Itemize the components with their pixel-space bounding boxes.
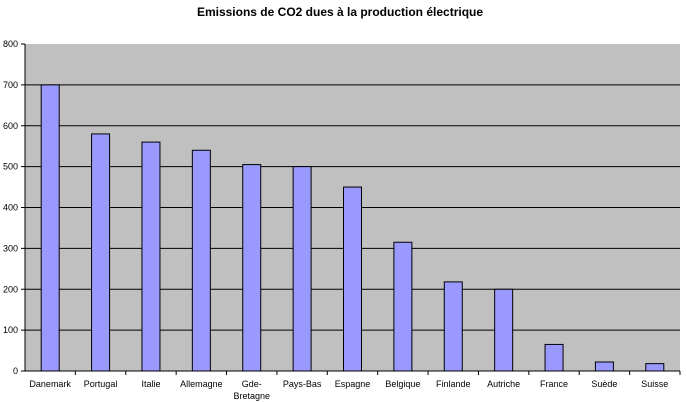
bars [40,84,665,372]
bar [141,141,161,372]
bar [443,281,463,372]
x-category-label: Gde- [242,379,262,389]
x-category-label: Allemagne [180,379,223,389]
x-category-label: Belgique [385,379,420,389]
x-category-label: France [540,379,568,389]
y-tick-label: 200 [3,284,18,294]
bar [292,166,312,372]
bar [242,164,262,372]
x-category-label: Pays-Bas [283,379,322,389]
bar [594,361,614,372]
bar [494,288,514,372]
y-tick-label: 800 [3,39,18,49]
bar [191,149,211,372]
y-tick-label: 600 [3,121,18,131]
chart-title: Emissions de CO2 dues à la production él… [197,5,483,19]
x-category-label: Finlande [436,379,471,389]
x-category-label: Italie [141,379,160,389]
x-category-label: Bretagne [233,391,270,401]
bar [91,133,111,372]
y-axis-tick-labels: 0 100 200 300 400 500 600 700 800 [3,39,18,376]
bar [645,363,665,372]
bar [343,186,362,372]
x-category-label: Suisse [641,379,668,389]
axes [21,43,681,375]
bar [544,343,564,372]
bar [393,241,413,372]
x-category-label: Suède [591,379,617,389]
y-tick-label: 300 [3,243,18,253]
x-category-label: Portugal [84,379,118,389]
y-tick-label: 500 [3,162,18,172]
y-tick-label: 100 [3,325,18,335]
x-category-label: Espagne [335,379,371,389]
bar [40,84,60,372]
y-tick-label: 400 [3,203,18,213]
x-category-label: Danemark [29,379,71,389]
x-axis-category-labels: Danemark Portugal Italie Allemagne Gde- Breta… [29,379,668,401]
y-tick-label: 0 [13,366,18,376]
x-category-label: Autriche [487,379,520,389]
y-tick-label: 700 [3,80,18,90]
